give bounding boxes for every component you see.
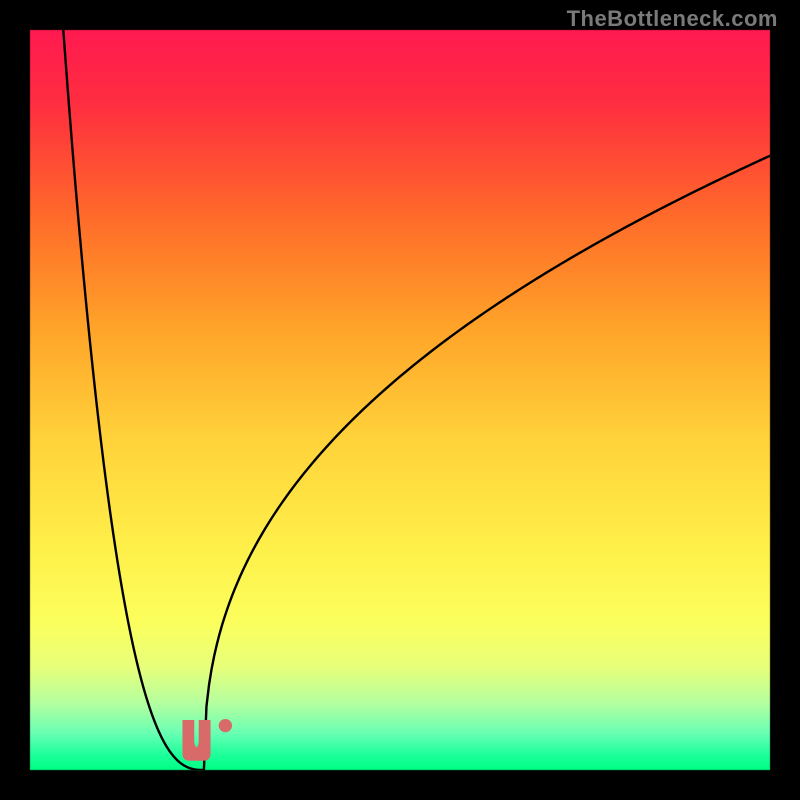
watermark-text: TheBottleneck.com (567, 6, 778, 32)
chart-container: TheBottleneck.com (0, 0, 800, 800)
curve-right-branch (204, 156, 770, 770)
marker-u-shape (182, 720, 210, 761)
curve-overlay (0, 0, 800, 800)
marker-dot (219, 719, 232, 732)
curve-left-branch (63, 30, 204, 770)
